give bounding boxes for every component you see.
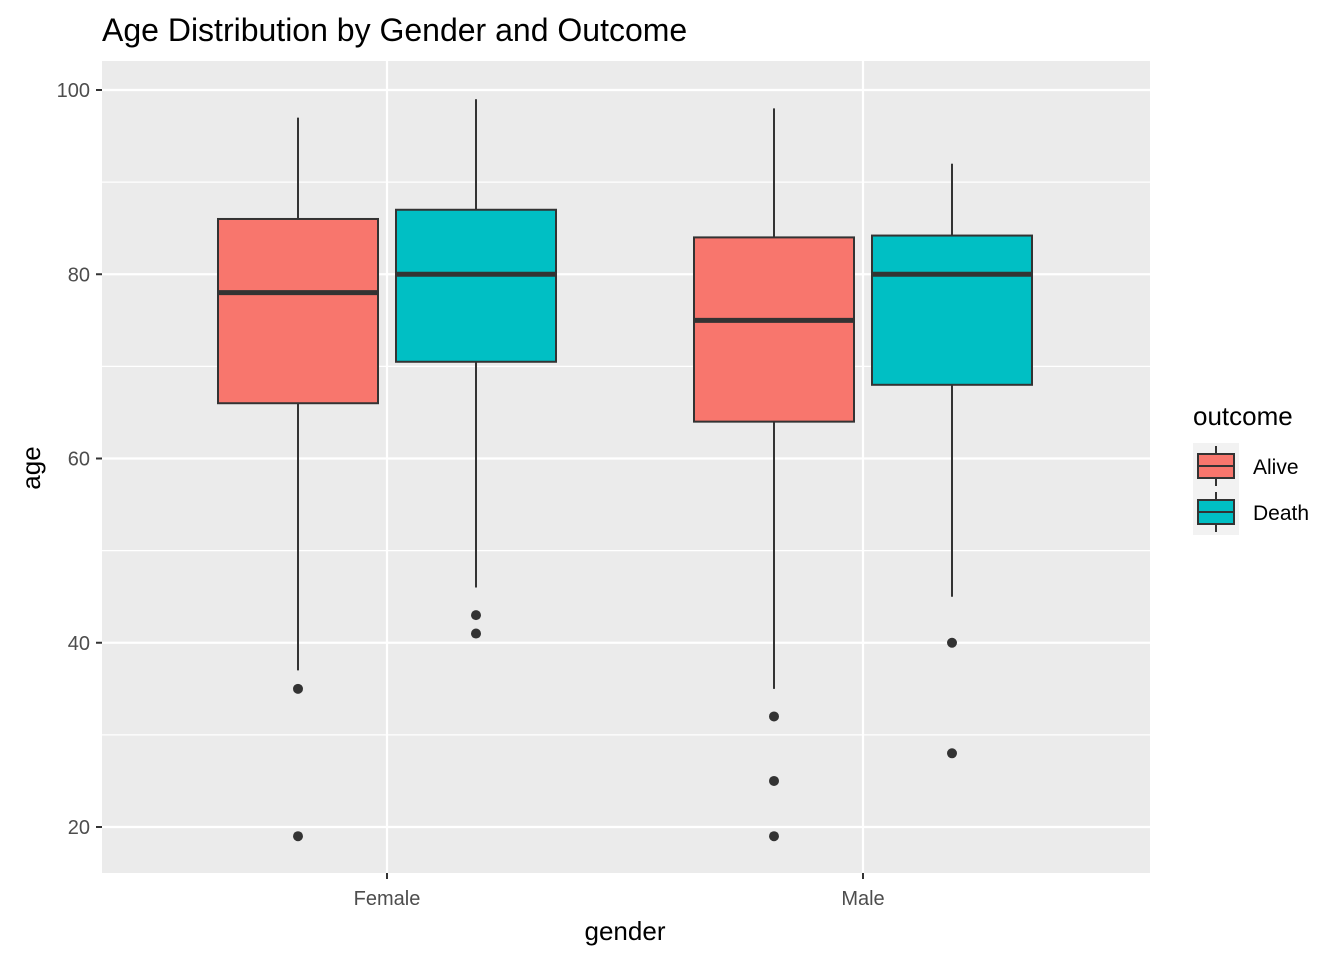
y-tick-label: 40	[68, 633, 90, 655]
legend-label-alive: Alive	[1253, 456, 1299, 479]
box-death-male	[871, 163, 1033, 759]
box-iqr	[693, 236, 855, 423]
y-tick-label: 60	[68, 449, 90, 471]
y-tick-label: 80	[68, 264, 90, 286]
outlier-point	[471, 628, 481, 639]
y-tick-label: 100	[57, 80, 90, 102]
chart-title: Age Distribution by Gender and Outcome	[102, 12, 687, 48]
y-axis-title: age	[16, 446, 46, 489]
box-iqr	[217, 217, 379, 405]
box-death-female	[395, 99, 557, 639]
outlier-point	[769, 711, 779, 722]
legend-title: outcome	[1193, 401, 1293, 431]
outlier-point	[947, 748, 957, 759]
y-tick-label: 20	[68, 817, 90, 839]
major-gridlines	[102, 61, 1150, 873]
box-alive-female	[217, 117, 379, 842]
plot-panel	[102, 61, 1150, 873]
x-axis-title: gender	[585, 916, 666, 946]
outlier-point	[947, 637, 957, 648]
x-tick-label: Female	[354, 888, 421, 910]
x-tick-label: Male	[841, 888, 884, 910]
boxes-layer	[217, 99, 1033, 842]
x-axis: Female Male	[354, 873, 885, 910]
outlier-point	[769, 831, 779, 842]
box-iqr	[395, 208, 557, 363]
outlier-point	[471, 610, 481, 621]
outlier-point	[293, 831, 303, 842]
legend: outcome Alive Death	[1193, 401, 1309, 535]
y-axis: 20 40 60 80 100	[57, 80, 102, 839]
outlier-point	[769, 775, 779, 786]
box-alive-male	[693, 108, 855, 842]
box-iqr	[871, 234, 1033, 386]
legend-label-death: Death	[1253, 502, 1309, 525]
outlier-point	[293, 683, 303, 694]
